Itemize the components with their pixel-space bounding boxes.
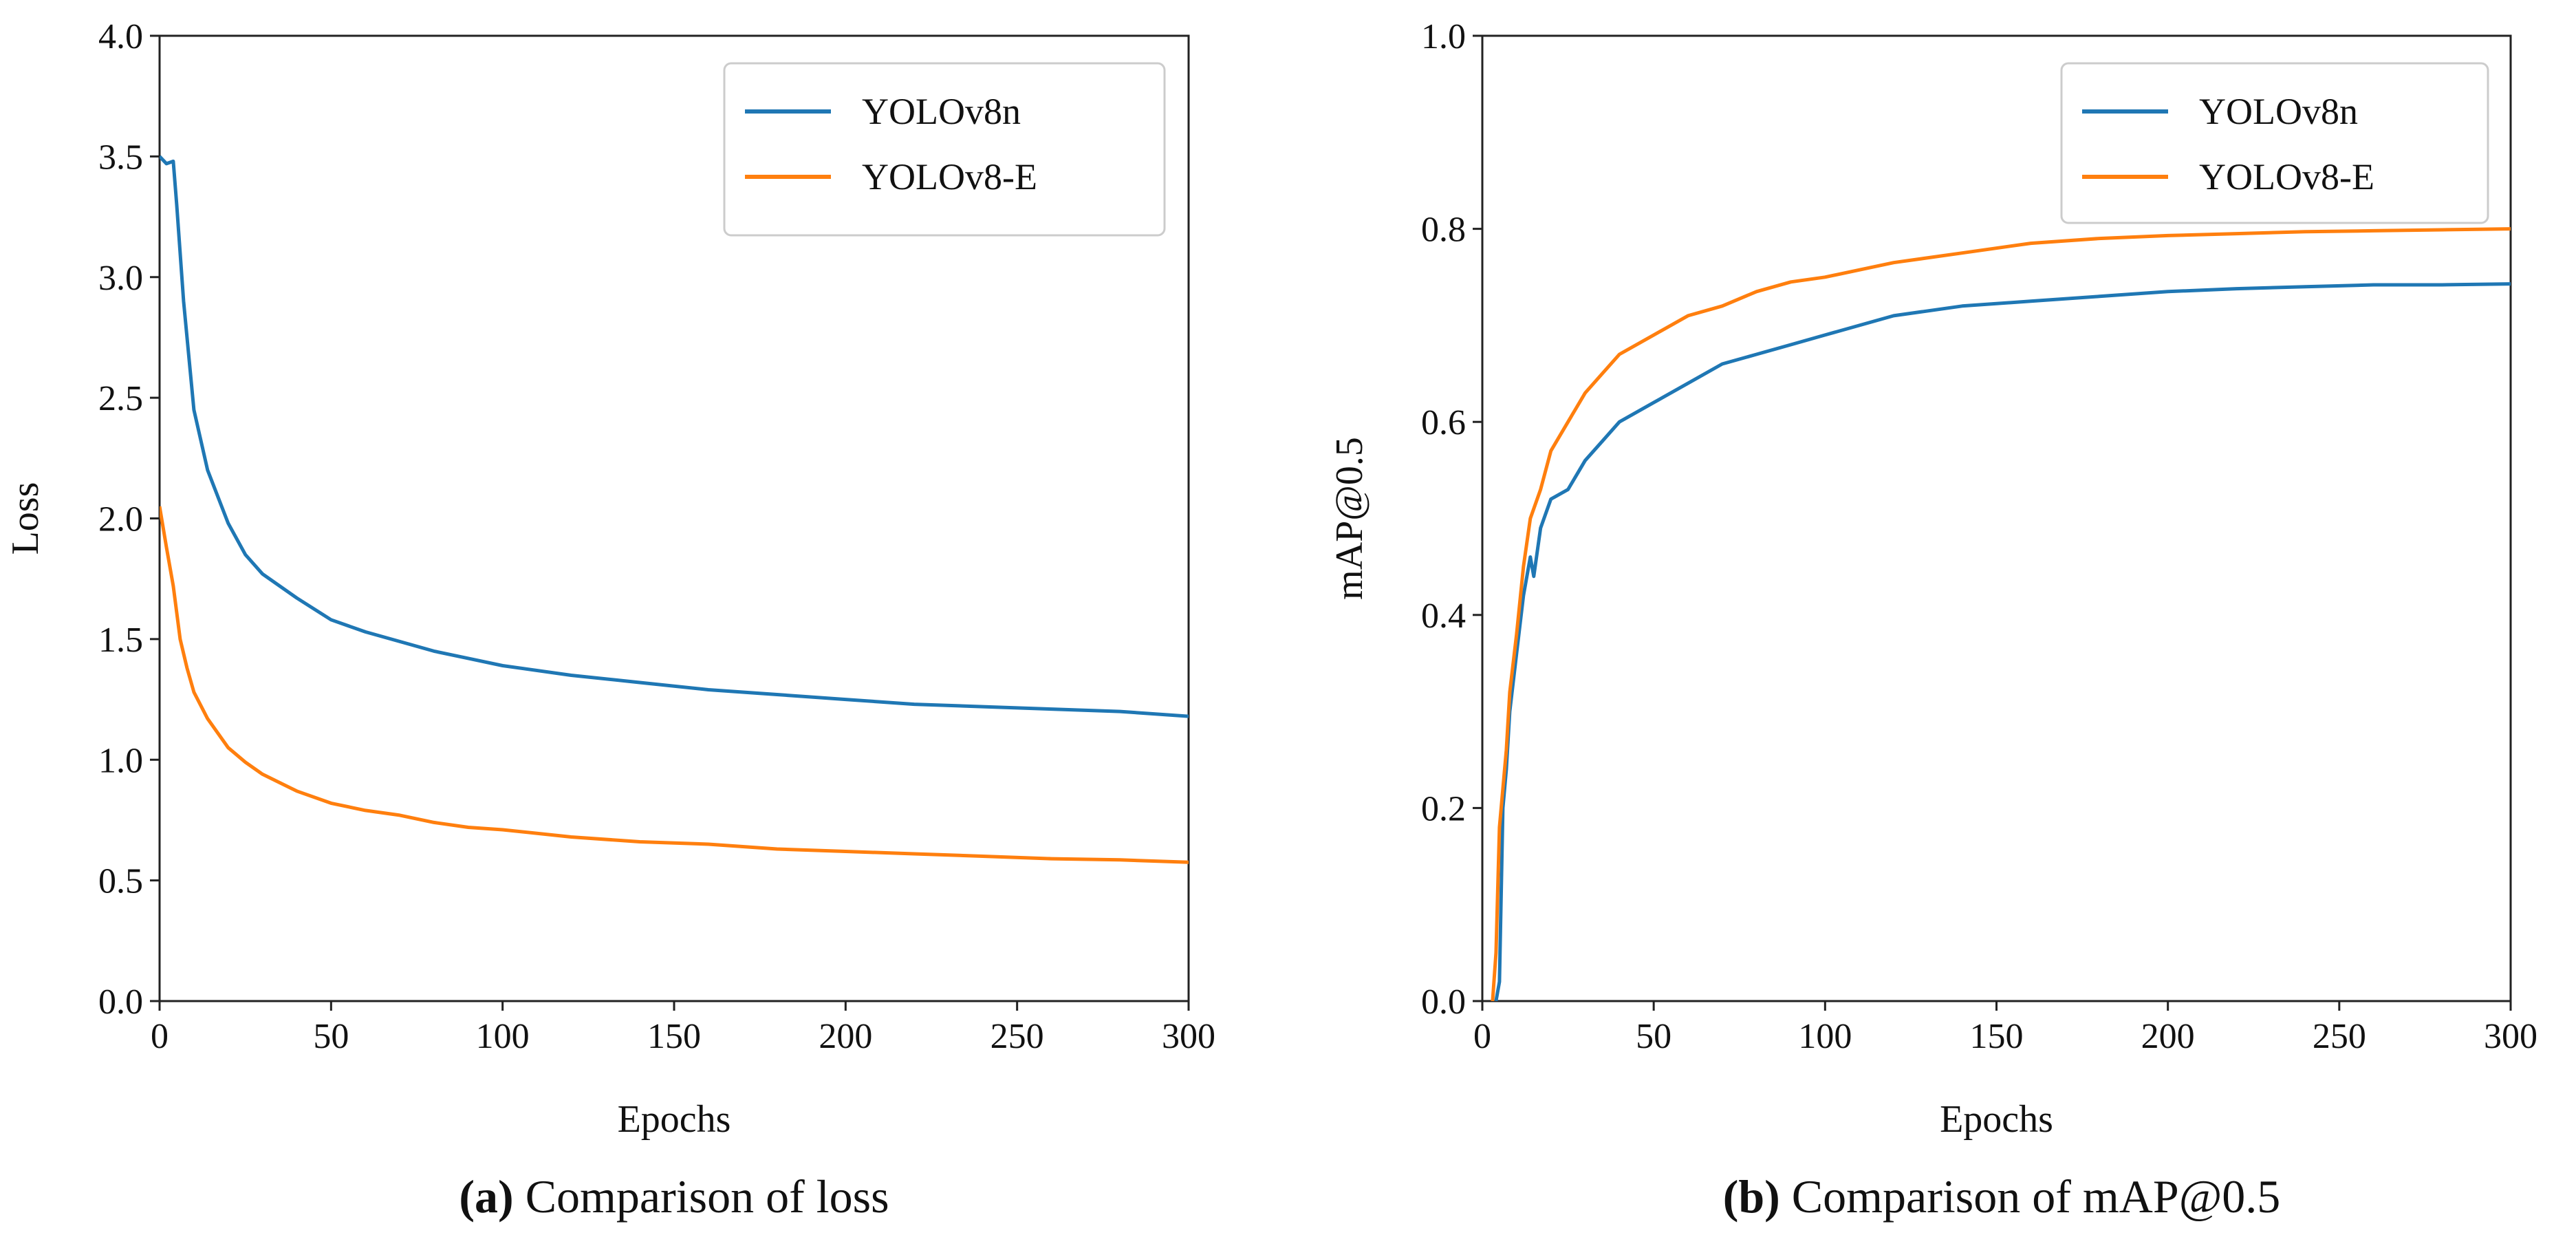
x-tick-label: 50 bbox=[313, 1017, 349, 1056]
series-line-yolov8-e bbox=[160, 506, 1189, 864]
x-tick-label: 100 bbox=[1798, 1017, 1852, 1056]
legend-label: YOLOv8-E bbox=[2199, 156, 2374, 197]
y-tick-label: 0.4 bbox=[1421, 597, 1466, 636]
caption-text: Comparison of mAP@0.5 bbox=[1780, 1170, 2281, 1223]
y-tick-label: 0.5 bbox=[98, 862, 143, 901]
x-tick-label: 250 bbox=[2313, 1017, 2366, 1056]
x-axis-label: Epochs bbox=[618, 1098, 731, 1141]
legend-label: YOLOv8n bbox=[2199, 91, 2358, 132]
legend-label: YOLOv8n bbox=[862, 91, 1021, 132]
y-tick-label: 0.8 bbox=[1421, 211, 1466, 250]
y-tick-label: 0.0 bbox=[98, 982, 143, 1022]
x-tick-label: 0 bbox=[151, 1017, 169, 1056]
x-tick-label: 200 bbox=[819, 1017, 872, 1056]
x-tick-label: 100 bbox=[476, 1017, 530, 1056]
y-tick-label: 3.5 bbox=[98, 138, 143, 177]
legend-box bbox=[2060, 62, 2489, 224]
y-tick-label: 0.0 bbox=[1421, 982, 1466, 1022]
legend-box bbox=[723, 62, 1166, 237]
x-tick-label: 250 bbox=[991, 1017, 1044, 1056]
y-tick-label: 1.0 bbox=[98, 741, 143, 780]
x-tick-label: 150 bbox=[647, 1017, 701, 1056]
map-chart: 0 50 100 150 200 250 300 0.0 0.2 0.4 0.6 0.8 1.0 Epoc… bbox=[1328, 17, 2537, 1223]
y-tick-label: 0.2 bbox=[1421, 789, 1466, 828]
caption-text: Comparison of loss bbox=[514, 1170, 889, 1223]
y-tick-label: 2.0 bbox=[98, 500, 143, 539]
legend: YOLOv8n YOLOv8-E bbox=[2060, 62, 2489, 224]
x-axis-label: Epochs bbox=[1940, 1098, 2053, 1141]
series-line-yolov8n bbox=[1494, 282, 2511, 1001]
y-axis-label: Loss bbox=[4, 482, 47, 555]
caption-prefix: (a) bbox=[459, 1170, 513, 1223]
legend: YOLOv8n YOLOv8-E bbox=[723, 62, 1166, 237]
x-tick-label: 200 bbox=[2141, 1017, 2195, 1056]
y-tick-label: 2.5 bbox=[98, 379, 143, 418]
loss-chart: 0 50 100 150 200 250 300 0.0 0.5 1.0 1.5 2.0 2.5 3.0 3… bbox=[4, 17, 1215, 1223]
y-tick-label: 3.0 bbox=[98, 259, 143, 298]
x-tick-label: 50 bbox=[1636, 1017, 1671, 1056]
y-tick-label: 4.0 bbox=[98, 17, 143, 56]
x-tick-label: 300 bbox=[1162, 1017, 1215, 1056]
x-tick-label: 0 bbox=[1473, 1017, 1491, 1056]
y-tick-label: 1.5 bbox=[98, 621, 143, 660]
legend-label: YOLOv8-E bbox=[862, 156, 1037, 197]
caption: (a) Comparison of loss bbox=[459, 1170, 889, 1223]
series-line-yolov8-e bbox=[1491, 227, 2511, 1001]
x-tick-label: 300 bbox=[2484, 1017, 2537, 1056]
x-tick-label: 150 bbox=[1970, 1017, 2024, 1056]
y-tick-label: 0.6 bbox=[1421, 403, 1466, 442]
series-line-yolov8n bbox=[160, 155, 1189, 718]
y-tick-label: 1.0 bbox=[1421, 17, 1466, 56]
caption: (b) Comparison of mAP@0.5 bbox=[1723, 1170, 2281, 1223]
y-axis-label: mAP@0.5 bbox=[1328, 437, 1371, 600]
caption-prefix: (b) bbox=[1723, 1170, 1780, 1223]
